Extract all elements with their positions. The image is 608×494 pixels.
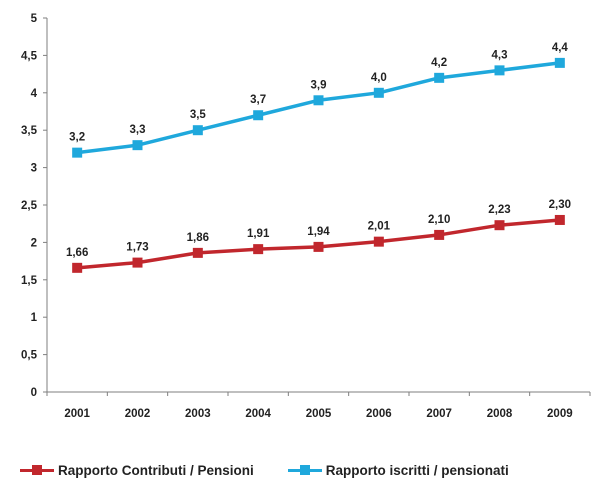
data-label: 1,73: [126, 242, 148, 254]
y-tick-label: 4: [31, 88, 38, 100]
data-point: [373, 236, 384, 247]
data-label: 1,66: [66, 247, 88, 259]
data-point: [554, 214, 565, 225]
legend-swatch-iscritti-pensionati: [287, 464, 322, 476]
data-point: [494, 65, 505, 76]
data-point: [434, 72, 445, 83]
y-tick-label: 0,5: [21, 350, 38, 362]
data-point: [132, 257, 143, 268]
data-point: [494, 220, 505, 231]
data-label: 3,3: [130, 124, 146, 136]
legend-item-contributi-pensioni: Rapporto Contributi / Pensioni: [20, 463, 254, 478]
y-tick-label: 3: [31, 163, 37, 175]
y-tick-label: 4,5: [21, 50, 38, 62]
data-point: [132, 140, 143, 151]
data-label: 3,9: [311, 79, 327, 91]
y-tick-label: 1,5: [21, 275, 38, 287]
legend: Rapporto Contributi / Pensioni Rapporto …: [20, 456, 606, 484]
y-tick-label: 5: [31, 13, 38, 25]
data-point: [313, 241, 324, 252]
x-tick-label: 2009: [547, 408, 573, 420]
data-point: [313, 95, 324, 106]
x-tick-label: 2002: [125, 408, 151, 420]
data-label: 4,4: [552, 42, 569, 54]
legend-label-iscritti-pensionati: Rapporto iscritti / pensionati: [325, 462, 509, 478]
legend-item-iscritti-pensionati: Rapporto iscritti / pensionati: [287, 462, 509, 478]
data-label: 3,5: [190, 109, 207, 121]
y-tick-label: 1: [31, 312, 38, 324]
data-point: [434, 229, 445, 240]
data-label: 4,0: [371, 72, 387, 84]
legend-swatch-contributi-pensioni: [20, 464, 54, 476]
x-tick-label: 2006: [366, 408, 392, 420]
x-tick-label: 2007: [426, 408, 452, 420]
y-tick-label: 2,5: [21, 200, 38, 212]
legend-label-contributi-pensioni: Rapporto Contributi / Pensioni: [58, 462, 254, 478]
data-label: 4,2: [431, 57, 447, 69]
data-label: 4,3: [492, 49, 508, 61]
data-point: [373, 87, 384, 98]
series-line-1: [76, 61, 561, 155]
data-label: 1,91: [247, 228, 270, 240]
y-tick-label: 2: [31, 237, 37, 249]
data-point: [554, 57, 565, 68]
x-tick-label: 2003: [185, 408, 211, 420]
x-tick-label: 2008: [487, 408, 513, 420]
data-point: [253, 110, 264, 121]
data-label: 2,01: [368, 221, 391, 233]
data-label: 2,23: [488, 204, 510, 216]
x-tick-label: 2005: [306, 408, 332, 420]
data-point: [192, 125, 203, 136]
chart-plot-area: 0 0,5 1 1,5 2 2,5 3 3,5 4 4,5 5 2001 2002 2003 2004 200…: [21, 13, 591, 420]
y-tick-label: 0: [31, 387, 37, 399]
data-point: [192, 247, 203, 258]
data-point: [72, 147, 83, 158]
data-label: 3,2: [69, 132, 85, 144]
data-point: [72, 262, 83, 273]
x-tick-label: 2001: [64, 408, 90, 420]
y-tick-label: 3,5: [21, 125, 38, 137]
data-label: 3,7: [250, 94, 266, 106]
data-label: 2,30: [549, 199, 571, 211]
data-point: [253, 244, 264, 255]
data-label: 1,86: [187, 232, 209, 244]
data-label: 2,10: [428, 214, 450, 226]
x-tick-label: 2004: [245, 408, 271, 420]
data-label: 1,94: [307, 226, 330, 238]
